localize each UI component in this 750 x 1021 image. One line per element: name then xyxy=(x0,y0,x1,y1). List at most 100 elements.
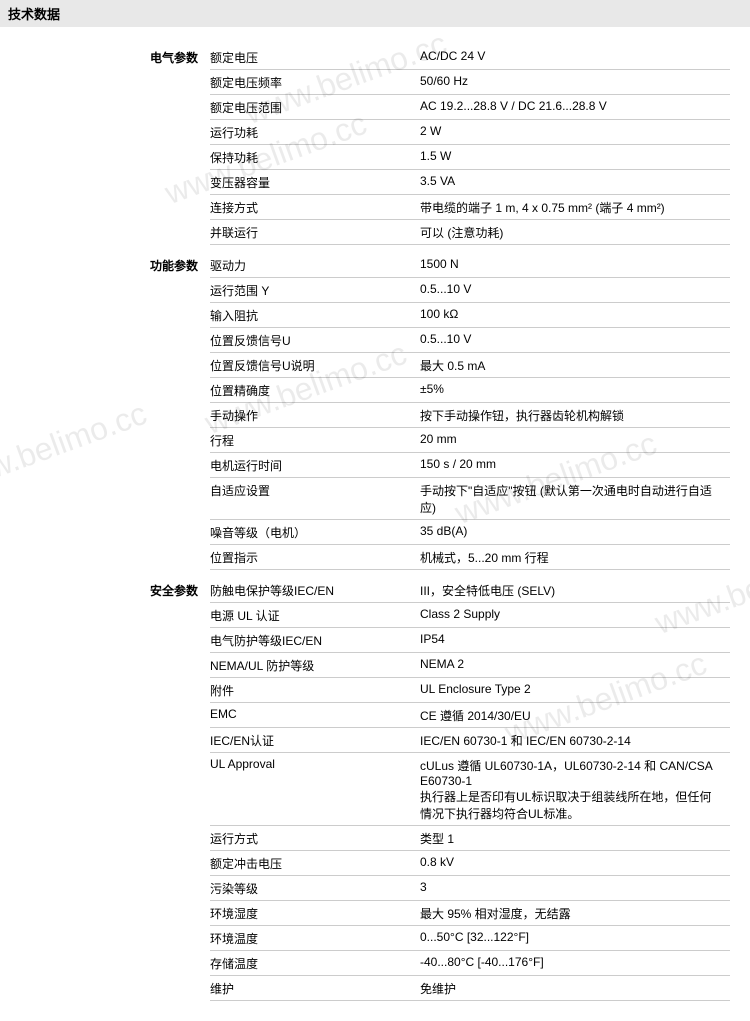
param-value: 35 dB(A) xyxy=(420,524,730,541)
spec-row: 驱动力1500 N xyxy=(210,253,730,278)
param-name: 位置反馈信号U说明 xyxy=(210,357,420,374)
spec-row: 环境温度0...50°C [32...122°F] xyxy=(210,926,730,951)
param-value: 0.5...10 V xyxy=(420,282,730,299)
param-name: 位置精确度 xyxy=(210,382,420,399)
param-value: 150 s / 20 mm xyxy=(420,457,730,474)
param-name: 行程 xyxy=(210,432,420,449)
spec-row: 电机运行时间150 s / 20 mm xyxy=(210,453,730,478)
param-name: 自适应设置 xyxy=(210,482,420,516)
param-value: 50/60 Hz xyxy=(420,74,730,91)
param-name: 运行范围 Y xyxy=(210,282,420,299)
spec-row: 运行方式类型 1 xyxy=(210,826,730,851)
param-name: 电机运行时间 xyxy=(210,457,420,474)
param-name: 额定电压频率 xyxy=(210,74,420,91)
param-value: 1500 N xyxy=(420,257,730,274)
spec-row: EMCCE 遵循 2014/30/EU xyxy=(210,703,730,728)
param-name: EMC xyxy=(210,707,420,724)
param-value: 0.8 kV xyxy=(420,855,730,872)
section-label: 功能参数 xyxy=(150,253,210,570)
param-value: AC 19.2...28.8 V / DC 21.6...28.8 V xyxy=(420,99,730,116)
param-name: 手动操作 xyxy=(210,407,420,424)
spec-row: 行程20 mm xyxy=(210,428,730,453)
param-name: 变压器容量 xyxy=(210,174,420,191)
spec-row: 噪音等级（电机）35 dB(A) xyxy=(210,520,730,545)
spec-row: 位置精确度±5% xyxy=(210,378,730,403)
param-name: UL Approval xyxy=(210,757,420,822)
param-value: CE 遵循 2014/30/EU xyxy=(420,707,730,724)
spec-section: 电气参数额定电压AC/DC 24 V额定电压频率50/60 Hz额定电压范围AC… xyxy=(20,45,730,245)
section-label: 安全参数 xyxy=(150,578,210,1001)
spec-row: NEMA/UL 防护等级NEMA 2 xyxy=(210,653,730,678)
param-name: 运行方式 xyxy=(210,830,420,847)
param-value: IEC/EN 60730-1 和 IEC/EN 60730-2-14 xyxy=(420,732,730,749)
spec-row: 电气防护等级IEC/ENIP54 xyxy=(210,628,730,653)
param-name: 位置指示 xyxy=(210,549,420,566)
param-name: 电源 UL 认证 xyxy=(210,607,420,624)
spec-row: 附件UL Enclosure Type 2 xyxy=(210,678,730,703)
spec-row: 电源 UL 认证Class 2 Supply xyxy=(210,603,730,628)
param-value: IP54 xyxy=(420,632,730,649)
section-rows: 防触电保护等级IEC/ENIII，安全特低电压 (SELV)电源 UL 认证Cl… xyxy=(210,578,730,1001)
param-name: 污染等级 xyxy=(210,880,420,897)
param-name: 位置反馈信号U xyxy=(210,332,420,349)
spec-row: 连接方式带电缆的端子 1 m, 4 x 0.75 mm² (端子 4 mm²) xyxy=(210,195,730,220)
param-name: 附件 xyxy=(210,682,420,699)
param-value: 0...50°C [32...122°F] xyxy=(420,930,730,947)
spec-row: 手动操作按下手动操作钮，执行器齿轮机构解锁 xyxy=(210,403,730,428)
spec-row: 运行功耗2 W xyxy=(210,120,730,145)
param-value: UL Enclosure Type 2 xyxy=(420,682,730,699)
param-value: -40...80°C [-40...176°F] xyxy=(420,955,730,972)
spec-row: 自适应设置手动按下"自适应"按钮 (默认第一次通电时自动进行自适应) xyxy=(210,478,730,520)
param-value: 手动按下"自适应"按钮 (默认第一次通电时自动进行自适应) xyxy=(420,482,730,516)
param-name: 输入阻抗 xyxy=(210,307,420,324)
param-value: 带电缆的端子 1 m, 4 x 0.75 mm² (端子 4 mm²) xyxy=(420,199,730,216)
param-value: AC/DC 24 V xyxy=(420,49,730,66)
section-rows: 额定电压AC/DC 24 V额定电压频率50/60 Hz额定电压范围AC 19.… xyxy=(210,45,730,245)
spec-row: 位置反馈信号U说明最大 0.5 mA xyxy=(210,353,730,378)
param-value: 1.5 W xyxy=(420,149,730,166)
spec-row: 运行范围 Y0.5...10 V xyxy=(210,278,730,303)
spec-row: 额定电压AC/DC 24 V xyxy=(210,45,730,70)
param-name: NEMA/UL 防护等级 xyxy=(210,657,420,674)
param-name: 防触电保护等级IEC/EN xyxy=(210,582,420,599)
spec-section: 安全参数防触电保护等级IEC/ENIII，安全特低电压 (SELV)电源 UL … xyxy=(20,578,730,1001)
param-name: 额定冲击电压 xyxy=(210,855,420,872)
param-name: 噪音等级（电机） xyxy=(210,524,420,541)
spec-row: 环境湿度最大 95% 相对湿度，无结露 xyxy=(210,901,730,926)
spec-row: 额定电压范围AC 19.2...28.8 V / DC 21.6...28.8 … xyxy=(210,95,730,120)
param-value: 机械式，5...20 mm 行程 xyxy=(420,549,730,566)
param-value: ±5% xyxy=(420,382,730,399)
param-value: III，安全特低电压 (SELV) xyxy=(420,582,730,599)
param-name: 环境温度 xyxy=(210,930,420,947)
param-value: 100 kΩ xyxy=(420,307,730,324)
spec-row: 存储温度-40...80°C [-40...176°F] xyxy=(210,951,730,976)
spec-row: 保持功耗1.5 W xyxy=(210,145,730,170)
param-value: Class 2 Supply xyxy=(420,607,730,624)
spec-row: 并联运行可以 (注意功耗) xyxy=(210,220,730,245)
param-name: 保持功耗 xyxy=(210,149,420,166)
spec-row: UL ApprovalcULus 遵循 UL60730-1A，UL60730-2… xyxy=(210,753,730,826)
param-name: 环境湿度 xyxy=(210,905,420,922)
spec-row: IEC/EN认证IEC/EN 60730-1 和 IEC/EN 60730-2-… xyxy=(210,728,730,753)
param-value: 最大 95% 相对湿度，无结露 xyxy=(420,905,730,922)
param-value: 20 mm xyxy=(420,432,730,449)
param-name: 维护 xyxy=(210,980,420,997)
param-value: 0.5...10 V xyxy=(420,332,730,349)
param-value: 免维护 xyxy=(420,980,730,997)
section-rows: 驱动力1500 N运行范围 Y0.5...10 V输入阻抗100 kΩ位置反馈信… xyxy=(210,253,730,570)
spec-content: 电气参数额定电压AC/DC 24 V额定电压频率50/60 Hz额定电压范围AC… xyxy=(0,27,750,1021)
param-value: 可以 (注意功耗) xyxy=(420,224,730,241)
param-name: 连接方式 xyxy=(210,199,420,216)
spec-row: 额定电压频率50/60 Hz xyxy=(210,70,730,95)
section-label: 电气参数 xyxy=(150,45,210,245)
param-name: IEC/EN认证 xyxy=(210,732,420,749)
param-name: 电气防护等级IEC/EN xyxy=(210,632,420,649)
spec-row: 变压器容量3.5 VA xyxy=(210,170,730,195)
param-value: cULus 遵循 UL60730-1A，UL60730-2-14 和 CAN/C… xyxy=(420,757,730,822)
spec-row: 位置指示机械式，5...20 mm 行程 xyxy=(210,545,730,570)
param-value: 3.5 VA xyxy=(420,174,730,191)
param-value: 2 W xyxy=(420,124,730,141)
spec-row: 额定冲击电压0.8 kV xyxy=(210,851,730,876)
param-name: 存储温度 xyxy=(210,955,420,972)
param-name: 额定电压 xyxy=(210,49,420,66)
